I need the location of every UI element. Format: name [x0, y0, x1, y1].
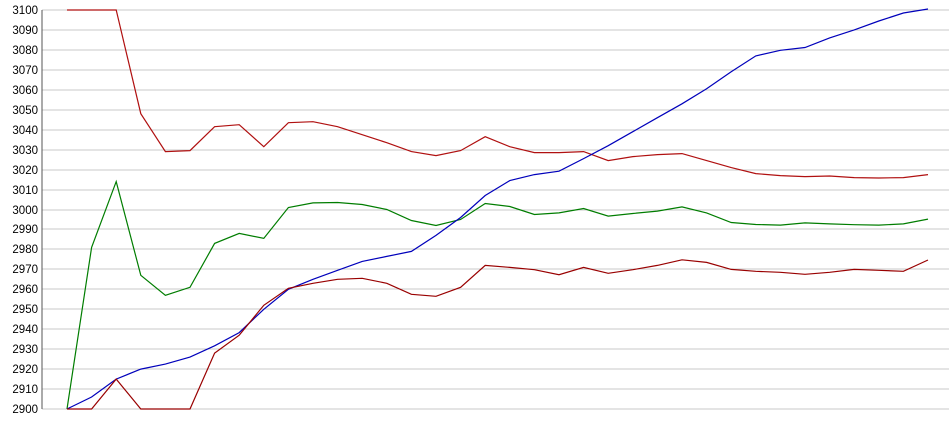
y-tick-label: 2920 — [12, 364, 38, 376]
series-line-upper-red — [67, 9, 929, 179]
series-line-green — [66, 179, 929, 410]
y-tick-label: 2960 — [12, 284, 38, 296]
y-tick-label: 2990 — [12, 224, 38, 236]
y-tick-label: 3050 — [12, 105, 38, 117]
y-tick-label: 3040 — [12, 125, 38, 137]
y-tick-label: 3080 — [12, 45, 38, 57]
y-tick-label: 3030 — [12, 145, 38, 157]
y-tick-label: 3010 — [12, 185, 38, 197]
y-tick-label: 3090 — [12, 25, 38, 37]
y-tick-label: 2950 — [12, 304, 38, 316]
y-tick-label: 3060 — [12, 85, 38, 97]
y-tick-label: 3000 — [12, 205, 38, 217]
series-line-lower-dark-red — [67, 259, 929, 410]
y-tick-label: 2910 — [12, 384, 38, 396]
y-tick-label: 2970 — [12, 264, 38, 276]
series-line-blue — [66, 8, 929, 410]
y-axis-tick-labels: 3100 3090 3080 3070 3060 3050 3040 3030 3020 3010… — [12, 5, 38, 416]
gridlines — [42, 9, 949, 410]
y-tick-label: 3020 — [12, 165, 38, 177]
y-tick-label: 2930 — [12, 344, 38, 356]
y-tick-label: 3070 — [12, 65, 38, 77]
y-tick-label: 3100 — [12, 5, 38, 17]
y-tick-label: 2940 — [12, 324, 38, 336]
y-tick-label: 2980 — [12, 244, 38, 256]
y-tick-label: 2900 — [12, 404, 38, 416]
chart-series-lines — [66, 8, 929, 410]
